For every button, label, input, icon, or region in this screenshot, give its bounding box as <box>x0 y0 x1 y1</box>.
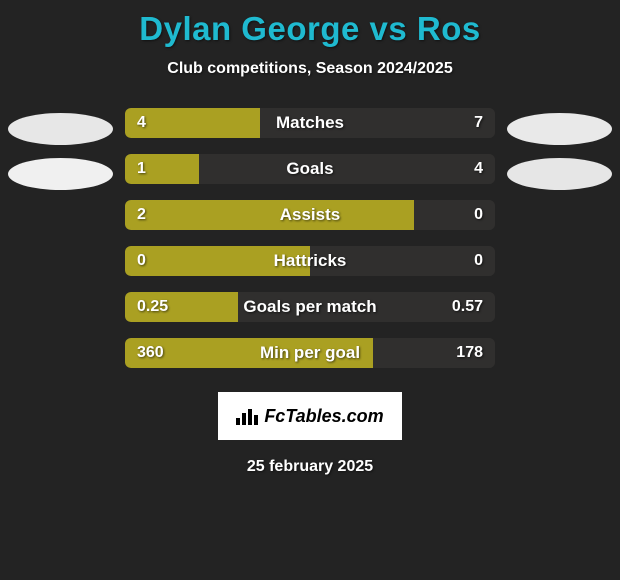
brand-badge[interactable]: FcTables.com <box>218 392 401 440</box>
stat-bar: 14Goals <box>125 154 495 184</box>
stat-bar-left-segment <box>125 246 310 276</box>
stat-bar-right-segment <box>238 292 495 322</box>
comparison-card: Dylan George vs Ros Club competitions, S… <box>0 0 620 580</box>
stat-bar-right-segment <box>373 338 495 368</box>
stat-bar-left-segment <box>125 292 238 322</box>
brand-text: FcTables.com <box>264 406 383 427</box>
stat-bar-right-segment <box>260 108 495 138</box>
stat-bar-right-segment <box>310 246 495 276</box>
stat-bar: 47Matches <box>125 108 495 138</box>
player-right-badge-bottom <box>507 158 612 190</box>
stat-bar-right-segment <box>414 200 495 230</box>
stat-bar: 360178Min per goal <box>125 338 495 368</box>
chart-bars-icon <box>236 407 258 425</box>
player-right-badge-top <box>507 113 612 145</box>
subtitle: Club competitions, Season 2024/2025 <box>0 60 620 78</box>
stat-bar: 20Assists <box>125 200 495 230</box>
stat-bar: 00Hattricks <box>125 246 495 276</box>
player-left-badge-top <box>8 113 113 145</box>
stat-bar-left-segment <box>125 338 373 368</box>
stat-bar-left-segment <box>125 200 414 230</box>
stat-bar-left-segment <box>125 108 260 138</box>
stat-bar-right-segment <box>199 154 495 184</box>
page-title: Dylan George vs Ros <box>0 10 620 48</box>
player-left-badge-bottom <box>8 158 113 190</box>
snapshot-date: 25 february 2025 <box>0 458 620 476</box>
stat-bar-left-segment <box>125 154 199 184</box>
stat-bar: 0.250.57Goals per match <box>125 292 495 322</box>
bars-area: 47Matches 14Goals 20Assists 00Hattricks 0.25… <box>0 108 620 368</box>
bars-container: 47Matches 14Goals 20Assists 00Hattricks 0.25… <box>0 108 620 368</box>
